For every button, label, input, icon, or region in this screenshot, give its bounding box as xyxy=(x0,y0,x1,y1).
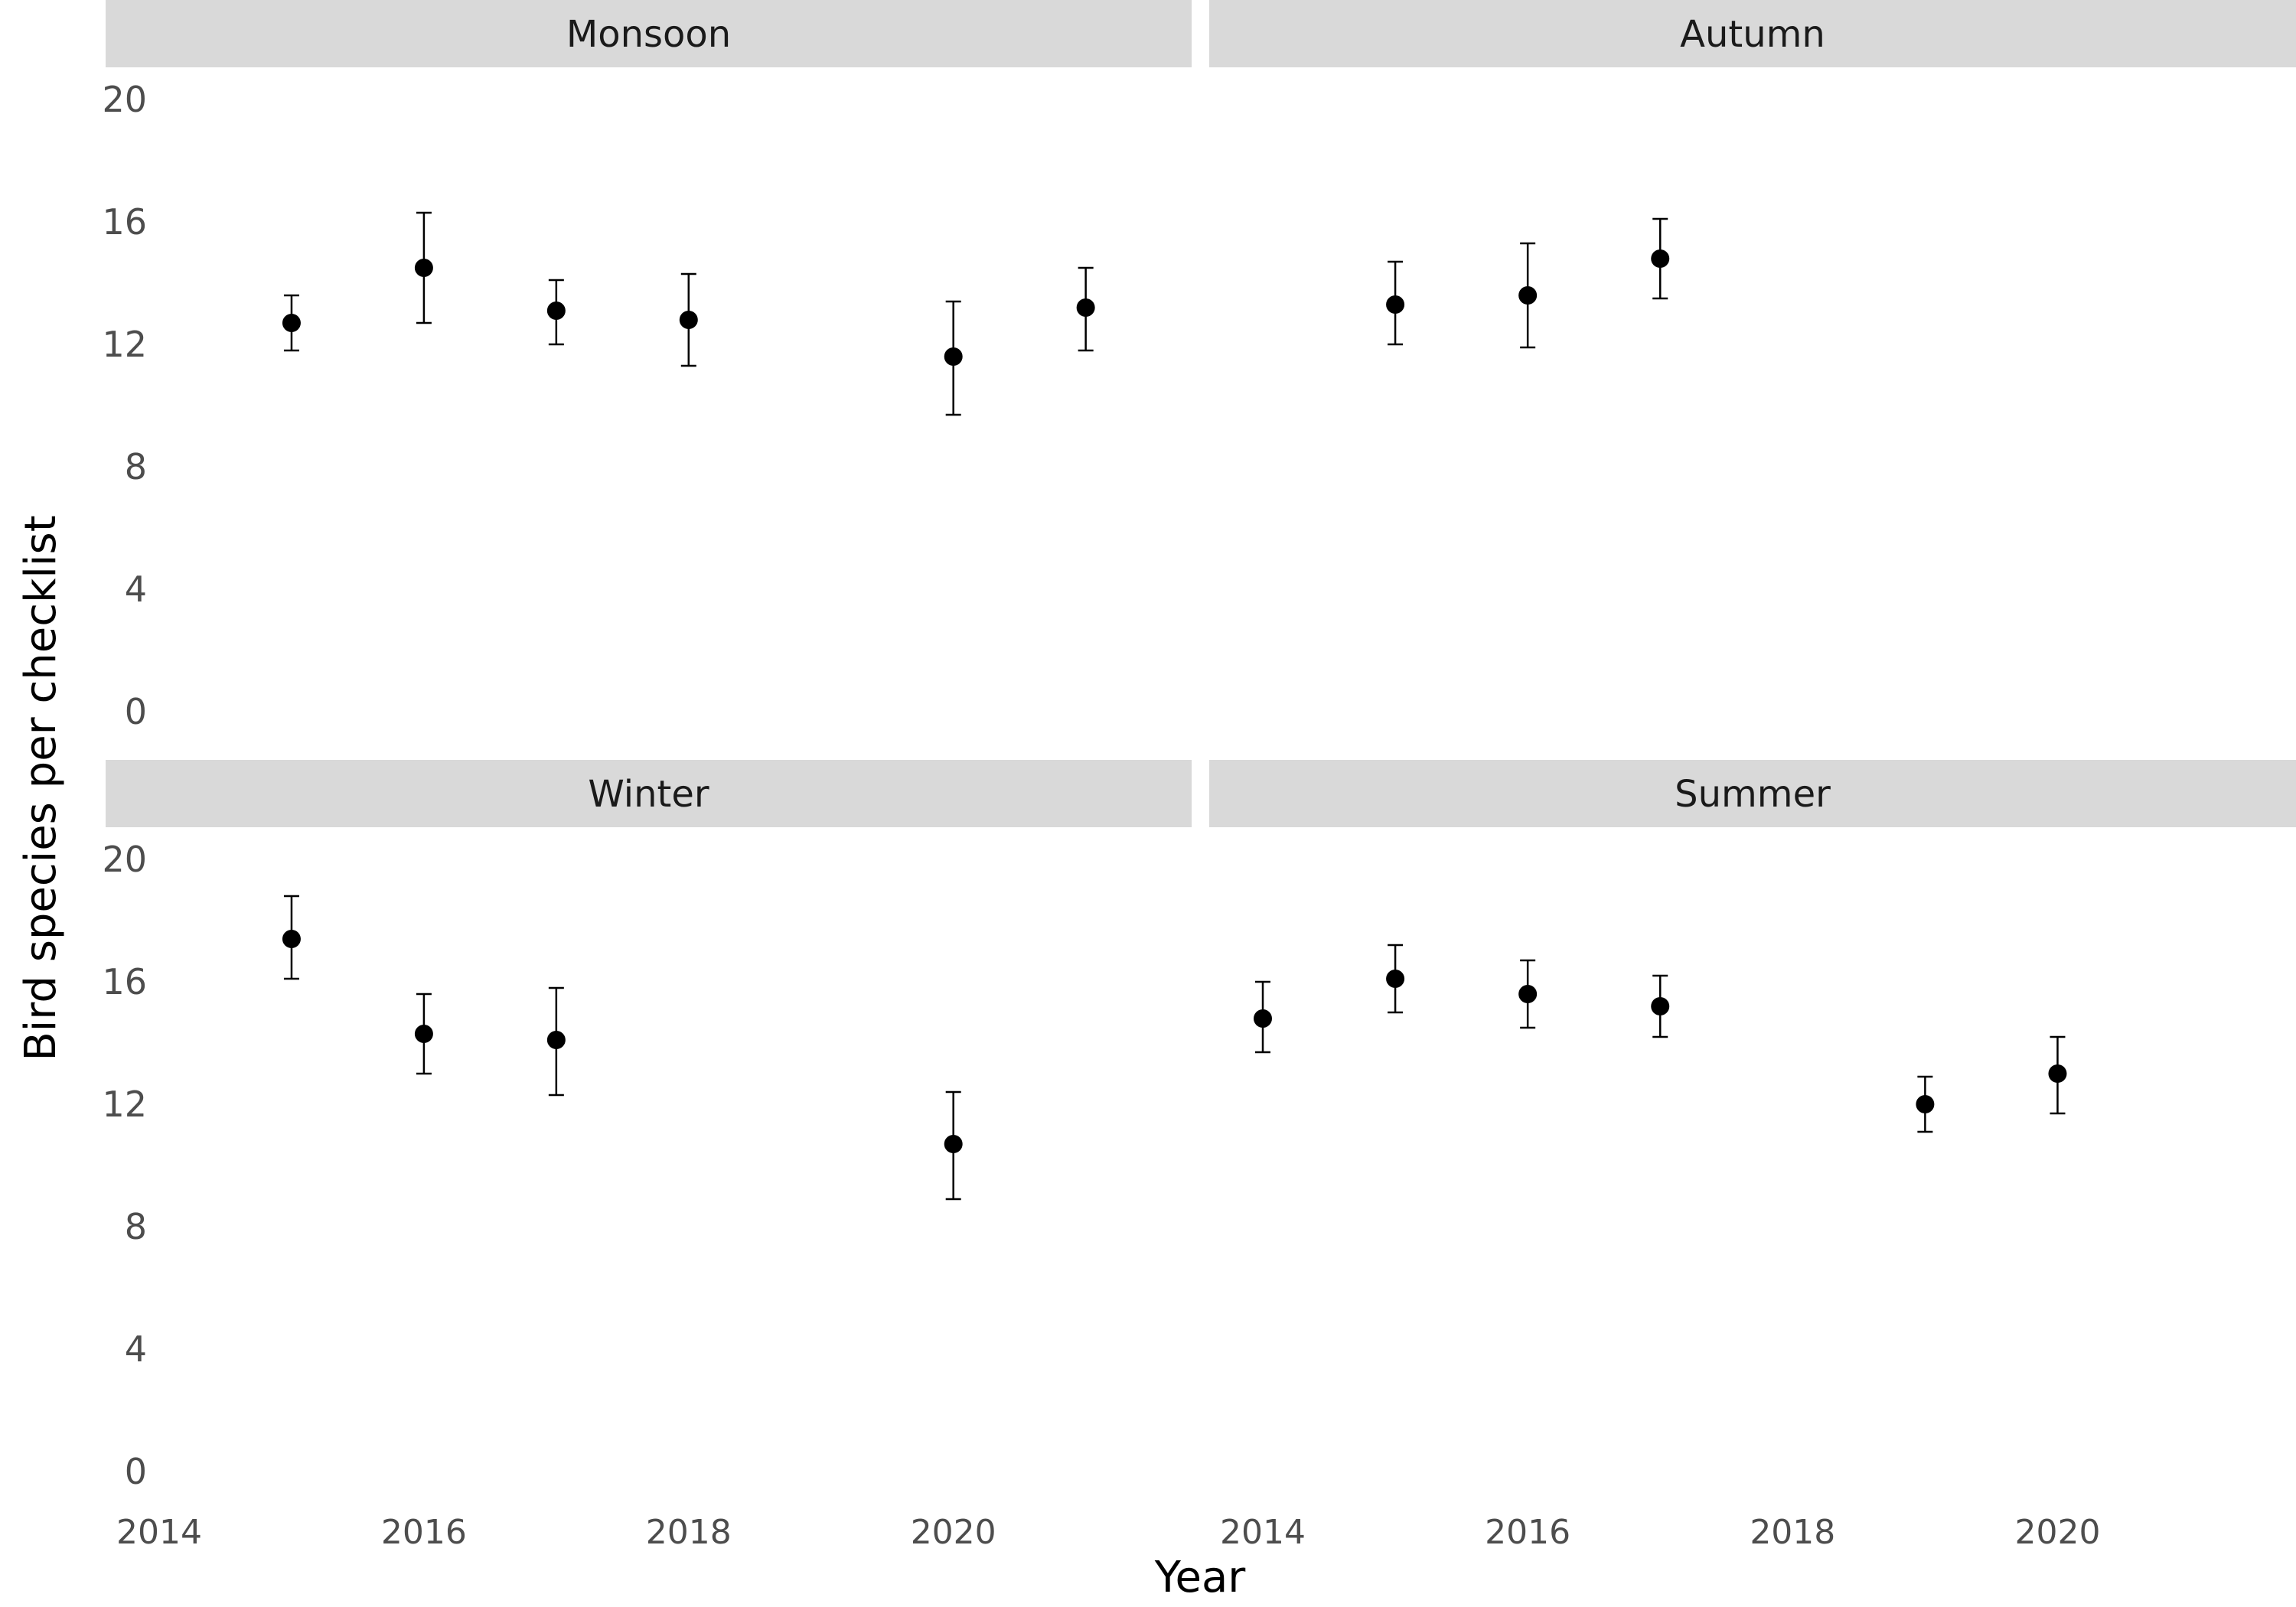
x-tick-label: 2020 xyxy=(911,1513,996,1552)
data-point xyxy=(546,1031,566,1049)
data-point xyxy=(1386,295,1405,314)
y-tick-label: 8 xyxy=(125,446,147,487)
data-point xyxy=(1254,1009,1272,1028)
y-tick-label: 0 xyxy=(125,1451,147,1492)
data-point xyxy=(414,259,433,277)
y-tick-label: 4 xyxy=(125,569,147,610)
data-point xyxy=(679,311,698,329)
panel-monsoon: Monsoon 0 4 8 12 16 20 xyxy=(102,0,1192,732)
data-point xyxy=(1518,286,1538,305)
panel-winter: Winter 0 4 8 12 16 20 2014 2016 2018 2020 xyxy=(102,760,1192,1552)
x-tick-label: 2014 xyxy=(116,1513,202,1552)
y-tick-label: 4 xyxy=(125,1328,147,1370)
x-tick-label: 2014 xyxy=(1220,1513,1306,1552)
strip-label-winter: Winter xyxy=(588,773,709,816)
strip-label-monsoon: Monsoon xyxy=(566,13,731,56)
panel-autumn: Autumn xyxy=(1209,0,2296,349)
x-tick-label: 2016 xyxy=(381,1513,467,1552)
data-point xyxy=(1651,249,1670,268)
data-point xyxy=(2048,1064,2067,1083)
x-tick-label: 2018 xyxy=(1750,1513,1835,1552)
y-tick-label: 12 xyxy=(102,1084,147,1125)
strip-summer xyxy=(1209,760,2296,827)
strip-monsoon xyxy=(106,0,1192,67)
strip-label-autumn: Autumn xyxy=(1680,13,1825,56)
strip-label-summer: Summer xyxy=(1675,773,1831,816)
panel-summer: Summer 2014 2016 2018 2020 xyxy=(1209,760,2296,1552)
strip-winter xyxy=(106,760,1192,827)
data-point xyxy=(1518,985,1538,1003)
x-tick-label: 2016 xyxy=(1485,1513,1570,1552)
data-point xyxy=(1916,1095,1935,1113)
data-point xyxy=(944,1135,963,1153)
y-tick-label: 8 xyxy=(125,1206,147,1247)
y-tick-label: 20 xyxy=(102,79,147,120)
y-tick-label: 16 xyxy=(102,961,147,1002)
data-point xyxy=(282,930,301,948)
data-point xyxy=(546,302,566,320)
x-tick-label: 2018 xyxy=(646,1513,732,1552)
strip-autumn xyxy=(1209,0,2296,67)
data-point xyxy=(282,314,301,332)
data-point xyxy=(1076,298,1095,317)
y-tick-label: 0 xyxy=(125,691,147,732)
panels-layer: Monsoon 0 4 8 12 16 20 Autumn Winter 0 4 8 12 16 20 201… xyxy=(102,0,2296,1552)
data-point xyxy=(1651,997,1670,1015)
y-axis-title: Bird species per checklist xyxy=(16,515,66,1061)
data-point xyxy=(944,347,963,366)
y-tick-label: 12 xyxy=(102,324,147,365)
x-tick-label: 2020 xyxy=(2014,1513,2100,1552)
data-point xyxy=(1386,970,1405,988)
data-point xyxy=(414,1025,433,1043)
x-axis-title: Year xyxy=(1154,1553,1247,1602)
y-tick-label: 20 xyxy=(102,839,147,880)
y-tick-label: 16 xyxy=(102,201,147,243)
